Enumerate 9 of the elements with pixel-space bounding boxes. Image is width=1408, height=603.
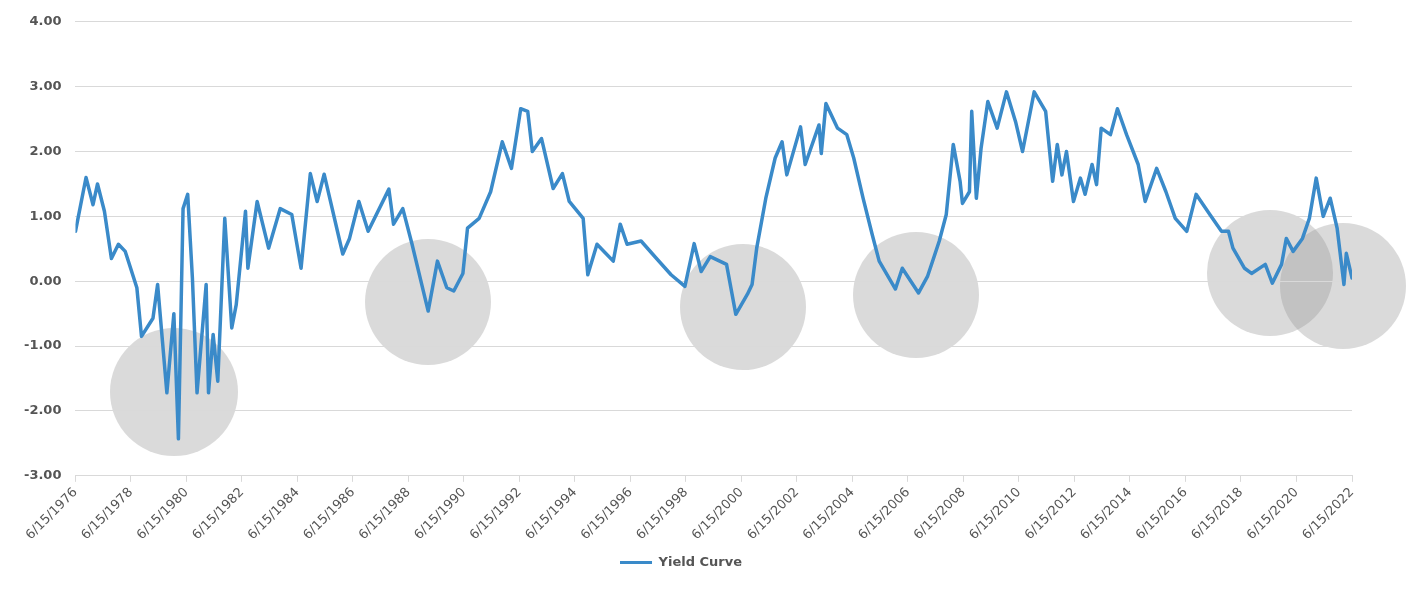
y-tick-label: 0.00 xyxy=(29,272,62,288)
y-tick-label: 4.00 xyxy=(29,13,62,29)
y-tick-label: -2.00 xyxy=(23,402,62,418)
y-tick-label: 2.00 xyxy=(29,142,62,158)
legend-label: Yield Curve xyxy=(657,553,743,569)
y-tick-label: 3.00 xyxy=(29,78,62,94)
y-tick-label: -1.00 xyxy=(23,337,62,353)
y-tick-label: 1.00 xyxy=(29,207,62,223)
y-tick-label: -3.00 xyxy=(23,467,62,483)
